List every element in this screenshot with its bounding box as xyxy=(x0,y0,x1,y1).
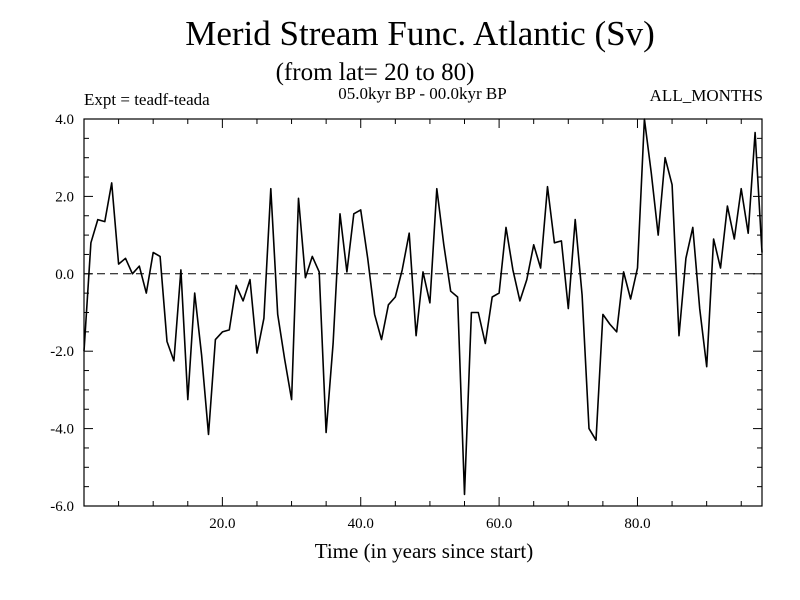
x-tick-label: 40.0 xyxy=(348,516,374,532)
chart-title: Merid Stream Func. Atlantic (Sv) xyxy=(185,14,655,53)
y-tick-label: 0.0 xyxy=(55,267,74,283)
x-tick-label: 60.0 xyxy=(486,516,512,532)
series-line xyxy=(83,118,763,496)
period-label: 05.0kyr BP - 00.0kyr BP xyxy=(338,84,507,103)
y-tick-label: 2.0 xyxy=(55,189,74,205)
x-axis-label: Time (in years since start) xyxy=(315,539,534,563)
plot-frame xyxy=(83,118,763,507)
y-tick-label: -6.0 xyxy=(50,499,74,515)
experiment-label: Expt = teadf-teada xyxy=(84,90,210,109)
months-label: ALL_MONTHS xyxy=(649,86,763,105)
chart-subtitle: (from lat= 20 to 80) xyxy=(275,59,475,86)
y-tick-label: -2.0 xyxy=(50,344,74,360)
x-tick-label: 80.0 xyxy=(624,516,650,532)
y-tick-label: 4.0 xyxy=(55,112,74,128)
x-tick-label: 20.0 xyxy=(209,516,235,532)
y-tick-label: -4.0 xyxy=(50,422,74,438)
